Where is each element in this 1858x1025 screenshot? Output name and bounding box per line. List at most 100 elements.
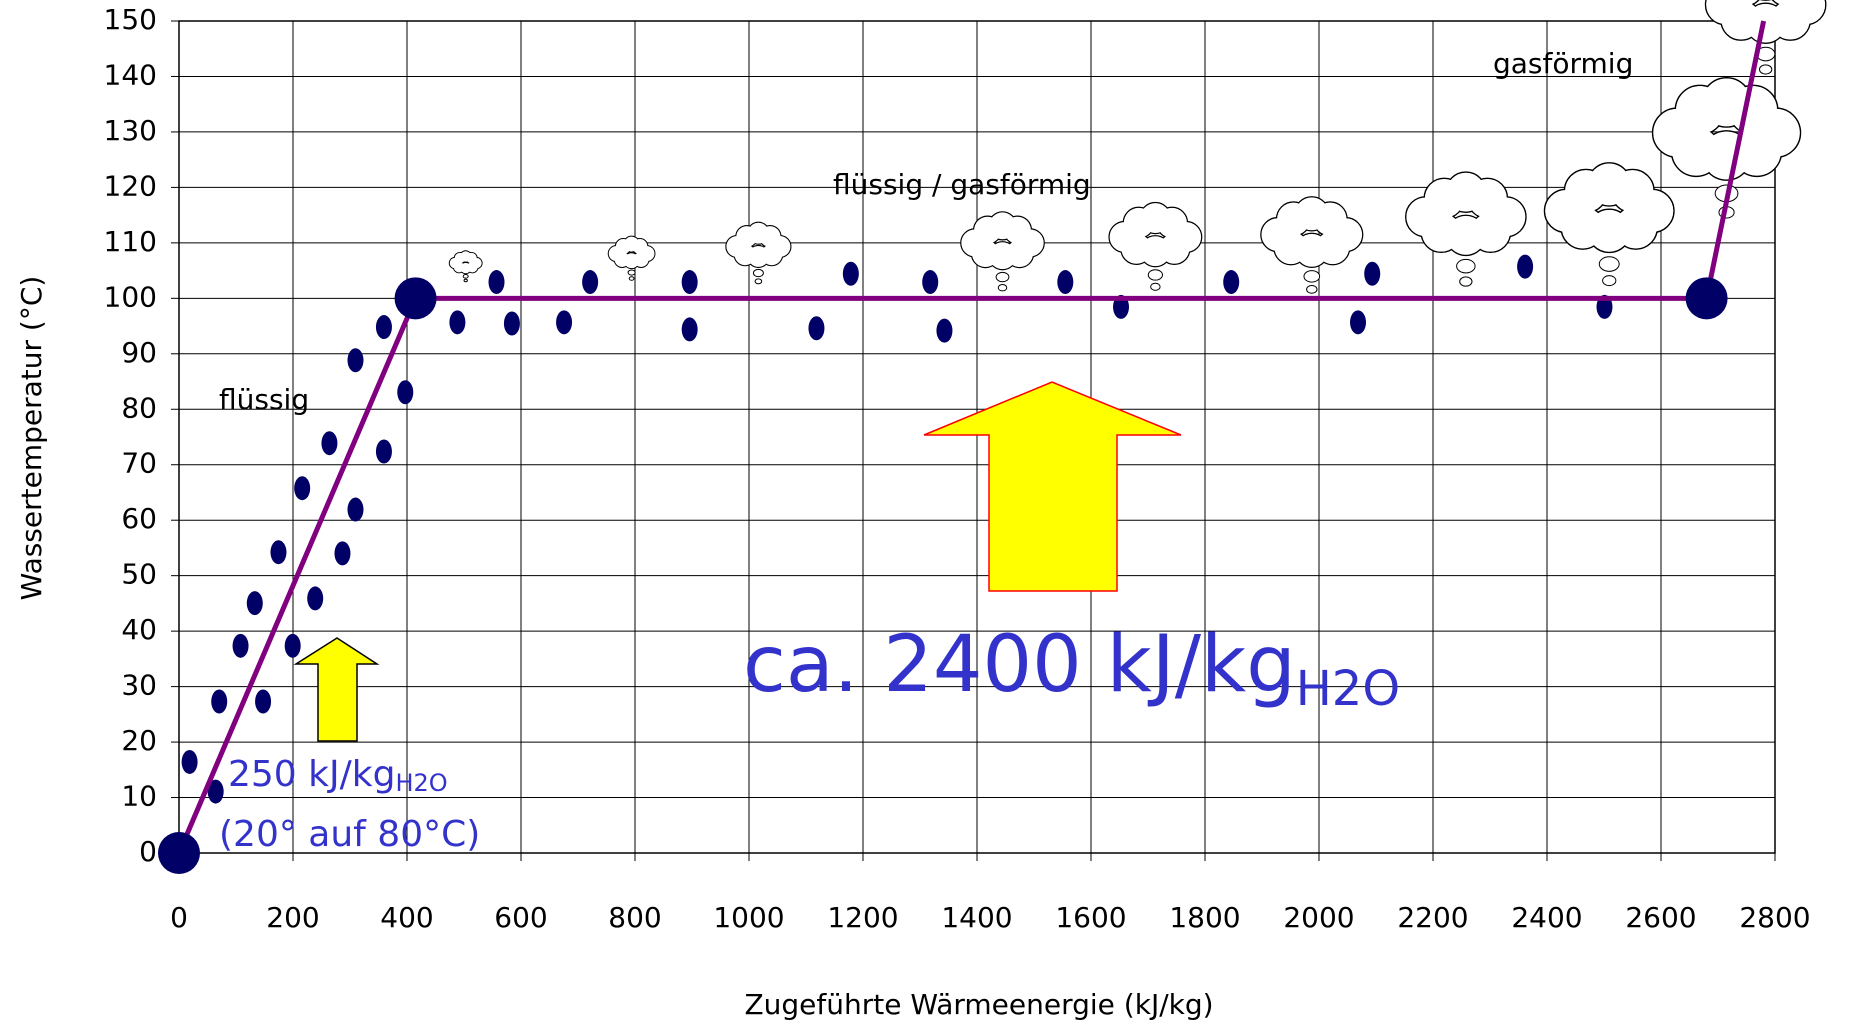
cloud-bubble (753, 269, 763, 276)
y-tick-label: 50 (121, 558, 157, 591)
y-tick-label: 0 (139, 835, 157, 868)
x-axis-title: Zugeführte Wärmeenergie (kJ/kg) (744, 988, 1213, 1021)
droplet (321, 431, 337, 455)
droplet (936, 319, 952, 343)
droplet (255, 690, 271, 714)
cloud-bubble (628, 270, 635, 275)
cloud-fill (1722, 1, 1761, 40)
cloud-fill (1672, 128, 1720, 176)
droplet (1517, 255, 1533, 279)
chart: 0 10 20 30 40 50 60 70 80 90 100 110 120 130 140 150 0 20… (0, 0, 1858, 1025)
x-tick-label: 2600 (1625, 901, 1696, 934)
marker (158, 832, 200, 874)
cloud-fill (1275, 231, 1308, 264)
cloud-bubble (755, 279, 762, 284)
droplet (397, 380, 413, 404)
cloud-bubble (1457, 259, 1475, 273)
droplet (504, 312, 520, 336)
y-tick-label: 60 (121, 502, 157, 535)
droplet (376, 315, 392, 339)
cloud-fill (1422, 213, 1461, 252)
y-tick-label: 40 (121, 613, 157, 646)
y-axis-title: Wassertemperatur (°C) (15, 276, 48, 601)
x-tick-label: 2200 (1397, 901, 1468, 934)
cloud-fill (735, 244, 756, 265)
background (0, 0, 1858, 1025)
x-tick-label: 600 (494, 901, 547, 934)
annotation-subscript: H2O (1296, 661, 1400, 717)
droplet (922, 270, 938, 294)
marker (1686, 277, 1728, 319)
cloud-bubble (1603, 276, 1616, 286)
annotation: gasförmig (1493, 47, 1633, 80)
annotation: flüssig (219, 383, 309, 416)
y-tick-label: 150 (104, 3, 157, 36)
cloud-fill (615, 252, 630, 267)
droplet (233, 634, 249, 658)
droplet (1350, 310, 1366, 334)
droplet (294, 476, 310, 500)
cloud-fill (972, 240, 999, 267)
cloud-bubble (1151, 283, 1160, 290)
annotation: flüssig / gasförmig (833, 168, 1091, 201)
droplet (376, 439, 392, 463)
cloud-bubble (1148, 270, 1162, 280)
droplet (682, 317, 698, 341)
x-tick-label: 2800 (1739, 901, 1810, 934)
droplet (348, 498, 364, 522)
droplet (334, 541, 350, 565)
annotation: (20° auf 80°C) (219, 814, 480, 855)
y-tick-label: 100 (104, 280, 157, 313)
y-tick-label: 20 (121, 724, 157, 757)
droplet (556, 310, 572, 334)
droplet (808, 316, 824, 340)
cloud-bubble (1304, 271, 1320, 282)
y-tick-label: 140 (104, 58, 157, 91)
droplet (182, 750, 198, 774)
x-tick-label: 1800 (1169, 901, 1240, 934)
x-tick-label: 0 (170, 901, 188, 934)
cloud-bubble (998, 285, 1007, 291)
droplet (843, 262, 859, 286)
droplet (582, 270, 598, 294)
marker (395, 277, 437, 319)
droplet (1223, 270, 1239, 294)
cloud-bubble (463, 275, 468, 279)
droplet (285, 634, 301, 658)
y-tick-label: 70 (121, 447, 157, 480)
annotation-text: ca. 2400 kJ/kg (743, 620, 1296, 710)
annotation-text: 250 kJ/kg (228, 754, 395, 795)
x-tick-label: 1600 (1055, 901, 1126, 934)
droplet (247, 591, 263, 615)
y-tick-label: 90 (121, 336, 157, 369)
y-tick-label: 30 (121, 669, 157, 702)
droplet (307, 586, 323, 610)
droplet (348, 348, 364, 372)
x-tick-label: 1000 (713, 901, 784, 934)
cloud-bubble (1307, 285, 1317, 293)
droplet (211, 690, 227, 714)
droplet (449, 310, 465, 334)
cloud-bubble (629, 277, 634, 281)
x-tick-label: 1400 (941, 901, 1012, 934)
annotation-subscript: H2O (395, 769, 447, 797)
cloud-bubble (1599, 257, 1619, 272)
droplet (270, 540, 286, 564)
x-tick-label: 2000 (1283, 901, 1354, 934)
y-tick-label: 120 (104, 169, 157, 202)
y-tick-label: 80 (121, 391, 157, 424)
cloud-fill (1562, 207, 1604, 249)
y-tick-label: 110 (104, 225, 157, 258)
x-tick-label: 400 (380, 901, 433, 934)
x-tick-label: 2400 (1511, 901, 1582, 934)
y-tick-label: 130 (104, 114, 157, 147)
x-tick-label: 200 (266, 901, 319, 934)
cloud-fill (1121, 234, 1151, 264)
droplet (1364, 262, 1380, 286)
droplet (489, 270, 505, 294)
x-tick-label: 800 (608, 901, 661, 934)
cloud-bubble (464, 279, 467, 281)
droplet (682, 270, 698, 294)
droplet (1057, 270, 1073, 294)
y-tick-label: 10 (121, 780, 157, 813)
